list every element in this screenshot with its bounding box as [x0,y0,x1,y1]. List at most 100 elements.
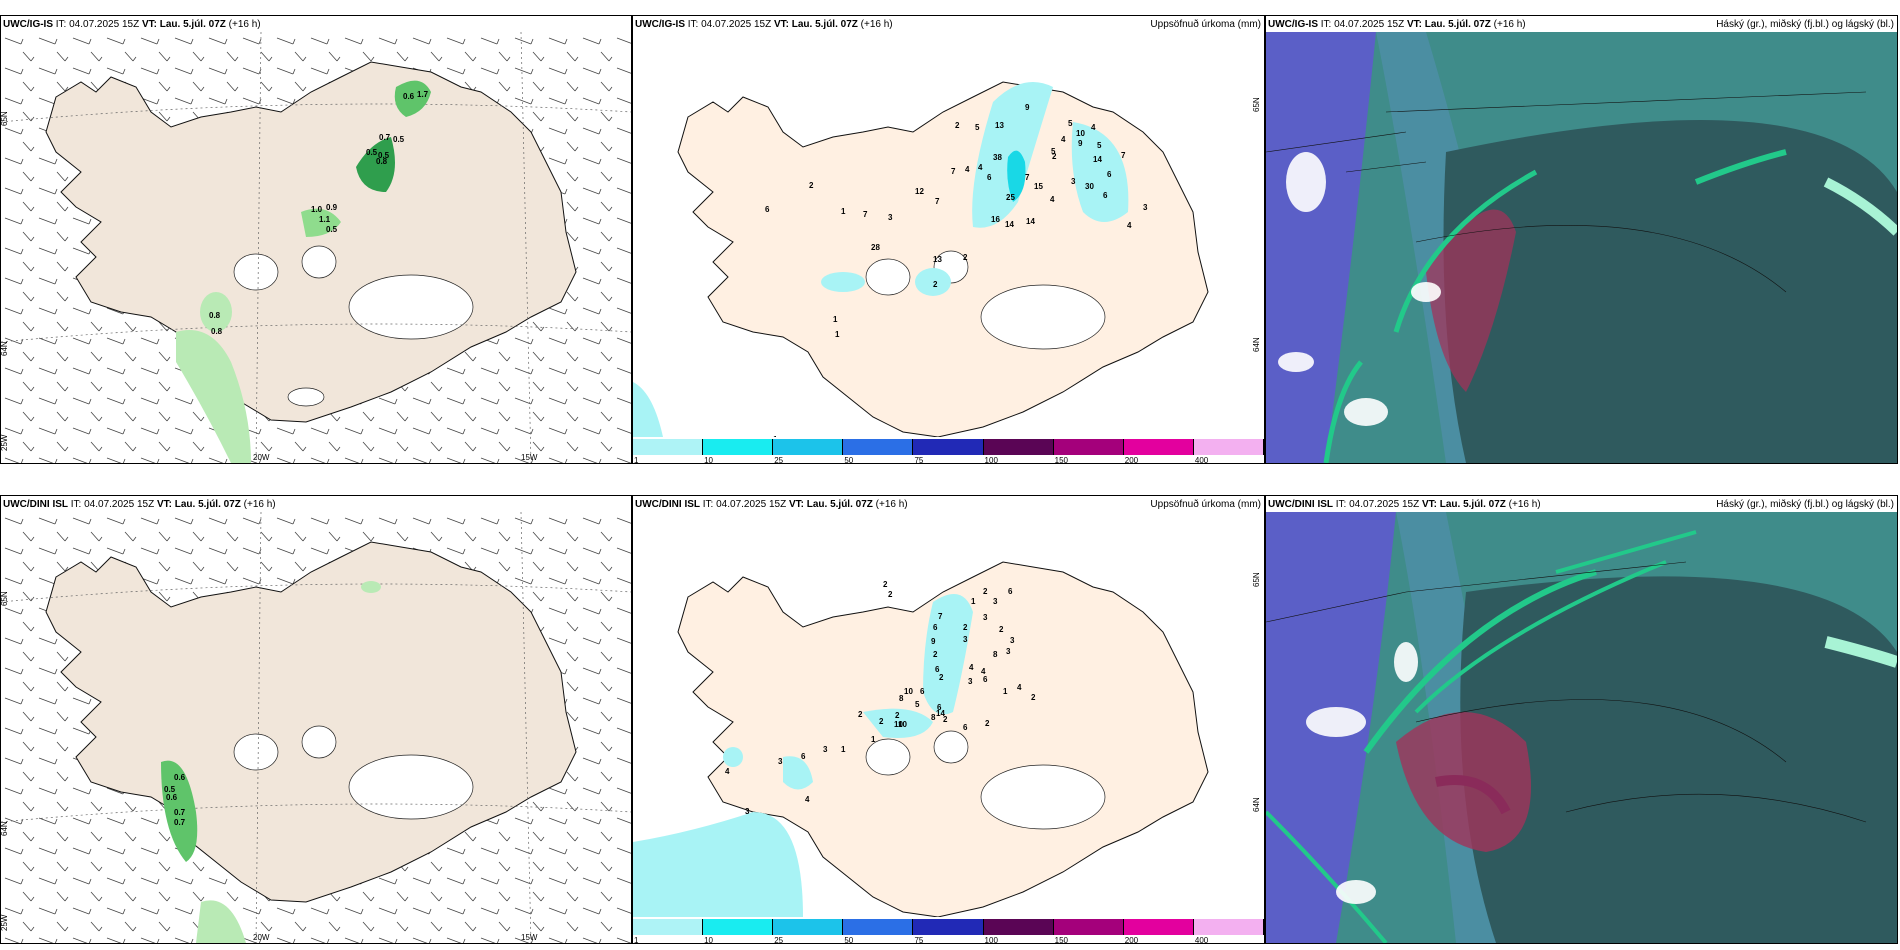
lat-label: 65N [1,591,9,606]
precip-areas [633,82,1129,437]
map-value-label: 9 [1078,139,1083,148]
map-value-label: 2 [933,650,938,659]
glacier-vatnajokull [348,274,474,340]
map-value-label: 4 [1091,123,1096,132]
map-value-label: 5 [1097,141,1102,150]
map-value-label: 1 [833,315,838,324]
legend-tick-label: 200 [1124,936,1139,944]
map-value-label: 6 [937,703,942,712]
map-value-label: 3 [888,213,893,222]
map-value-label: 7 [951,167,956,176]
map-value-label: 3 [1006,647,1011,656]
map-value-label: 0.5 [366,148,378,157]
panel-title: UWC/DINI ISL IT: 04.07.2025 15Z VT: Lau.… [635,499,908,510]
map-value-label: 12 [915,187,924,196]
panel-subtitle: Háský (gr.), miðský (fj.bl.) og lágský (… [1716,499,1894,510]
map-value-label: 38 [993,153,1002,162]
map-value-label: 6 [801,752,806,761]
precip-color-legend: 1 10 25 50 75 100 150 200 400 [633,919,1264,943]
glacier [980,284,1106,350]
map-value-label: 6 [983,675,988,684]
legend-swatch [703,439,774,455]
map-value-label: 7 [1121,151,1126,160]
lat-label: 64N [1,341,9,356]
legend-tick-label: 150 [1054,456,1069,464]
map-value-label: 15 [1034,182,1043,191]
legend-swatch [983,439,1054,455]
map-value-label: 6 [1103,191,1108,200]
map-value-label: 2 [963,253,968,262]
map-value-label: 2 [883,580,888,589]
map-value-label: 1 [773,435,778,437]
legend-tick-label: 200 [1124,456,1139,464]
map-value-label: 4 [805,795,810,804]
map-value-label: 0.9 [326,203,338,212]
lon-label: 20W [253,453,270,462]
panel-subtitle: Uppsöfnuð úrkoma (mm) [1150,499,1261,510]
map-value-label: 10 [898,720,907,729]
map-value-label: 4 [725,767,730,776]
panel-subtitle: Háský (gr.), miðský (fj.bl.) og lágský (… [1716,19,1894,30]
legend-swatch [843,439,914,455]
map-value-label: 2 [939,673,944,682]
legend-tick-label: 1 [634,936,639,944]
legend-swatch [773,439,844,455]
map-value-label: 0.5 [393,135,405,144]
map-value-label: 5 [1068,119,1073,128]
legend-tick-label: 50 [844,456,854,464]
map-value-label: 1 [971,597,976,606]
map-value-label: 0.7 [174,818,186,827]
map-value-label: 14 [936,709,945,718]
legend-swatch [843,919,914,935]
glacier-hofsjokull [301,245,337,279]
map-value-label: 28 [871,243,880,252]
map-value-label: 2 [879,717,884,726]
lon-label: 15W [521,933,538,942]
map-value-label: 1.1 [319,215,331,224]
map-value-label: 1 [841,745,846,754]
legend-tick-label: 100 [984,456,998,464]
panel-title: UWC/IG-IS IT: 04.07.2025 15Z VT: Lau. 5.… [3,19,261,30]
map-value-label: 0.5 [164,785,176,794]
map-value-label: 2 [955,121,960,130]
legend-swatch [983,919,1054,935]
map-value-label: 4 [1017,683,1022,692]
map-value-label: 3 [778,757,783,766]
legend-swatch [913,439,984,455]
map-value-label: 3 [745,807,750,816]
map-value-label: 8 [993,650,998,659]
map-value-label: 5 [1051,147,1056,156]
legend-tick-label: 10 [704,936,714,944]
map-value-label: 2 [943,715,948,724]
map-value-label: 6 [1008,587,1013,596]
lat-label: 64N [1,821,9,836]
lat-label: 25W [1,914,9,931]
map-value-label: 9 [1025,103,1030,112]
map-value-label: 2 [1031,693,1036,702]
map-value-label: 0.6 [166,793,178,802]
map-value-label: 14 [1093,155,1102,164]
wind-map: 0.6 1.70.7 0.50.5 0.50.81.0 0.91.10.50.80.8 … [1,32,631,463]
glacier [233,733,279,771]
legend-tick-label: 25 [774,936,784,944]
legend-swatch [1193,919,1264,935]
panel-bottom-wind: UWC/DINI ISL IT: 04.07.2025 15Z VT: Lau.… [0,495,632,944]
panel-top-wind: UWC/IG-IS IT: 04.07.2025 15Z VT: Lau. 5.… [0,15,632,464]
map-value-label: 14 [1005,220,1014,229]
map-value-label: 5 [975,123,980,132]
wind-value-labels: 0.6 1.70.7 0.50.5 0.50.81.0 0.91.10.50.80.8 [209,90,429,336]
legend-swatch [1053,919,1124,935]
map-value-label: 4 [965,165,970,174]
map-value-label: 1 [835,330,840,339]
map-value-label: 2 [963,623,968,632]
map-value-label: 2 [895,711,900,720]
map-value-label: 6 [963,723,968,732]
map-value-label: 3 [1071,177,1076,186]
map-value-label: 3 [1143,203,1148,212]
map-value-label: 3 [983,613,988,622]
map-value-label: 25 [1006,193,1015,202]
legend-tick-label: 10 [704,456,714,464]
legend-tick-label: 150 [1054,936,1069,944]
